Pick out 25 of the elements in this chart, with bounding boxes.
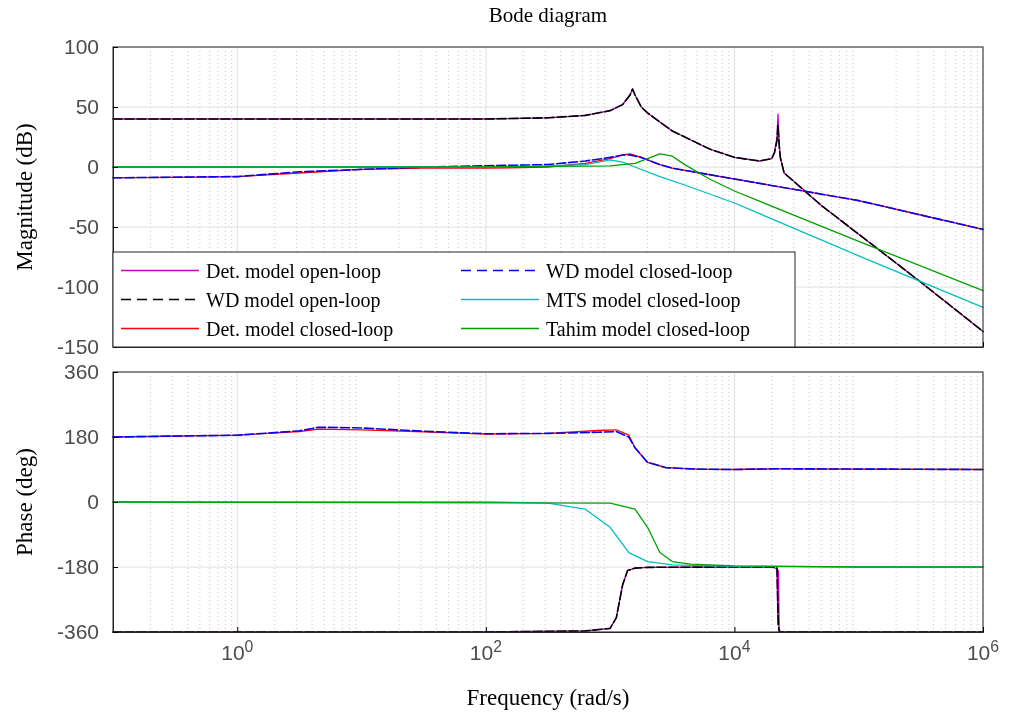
y-tick-label: 180 bbox=[63, 425, 99, 449]
y-tick-label: 100 bbox=[63, 35, 99, 59]
y-tick-label: 0 bbox=[87, 490, 99, 514]
y-tick-label: -360 bbox=[56, 620, 99, 644]
y-tick-label: -50 bbox=[68, 215, 99, 239]
x-tick-label: 10$^{0}$ bbox=[221, 637, 254, 664]
legend-label: WD model open-loop bbox=[206, 288, 381, 312]
legend-label: WD model closed-loop bbox=[546, 259, 733, 283]
x-tick-label: 10$^{4}$ bbox=[718, 637, 751, 664]
y-tick-label: 50 bbox=[75, 95, 99, 119]
chart-title: Bode diagram bbox=[488, 3, 608, 27]
y-tick-label: 360 bbox=[63, 360, 99, 384]
legend-label: Det. model closed-loop bbox=[206, 317, 394, 341]
y-axis-title: Phase (deg) bbox=[12, 448, 37, 556]
y-tick-label: -100 bbox=[56, 275, 99, 299]
x-tick-label: 10$^{2}$ bbox=[469, 637, 502, 664]
legend-label: Tahim model closed-loop bbox=[546, 317, 751, 341]
y-axis-title: Magnitude (dB) bbox=[12, 123, 37, 271]
y-tick-label: -180 bbox=[56, 555, 99, 579]
x-axis-title: Frequency (rad/s) bbox=[466, 685, 630, 710]
legend-label: Det. model open-loop bbox=[206, 259, 381, 283]
y-tick-label: -150 bbox=[56, 335, 99, 359]
y-tick-label: 0 bbox=[87, 155, 99, 179]
legend-label: MTS model closed-loop bbox=[546, 288, 741, 312]
x-tick-label: 10$^{6}$ bbox=[966, 637, 1000, 664]
